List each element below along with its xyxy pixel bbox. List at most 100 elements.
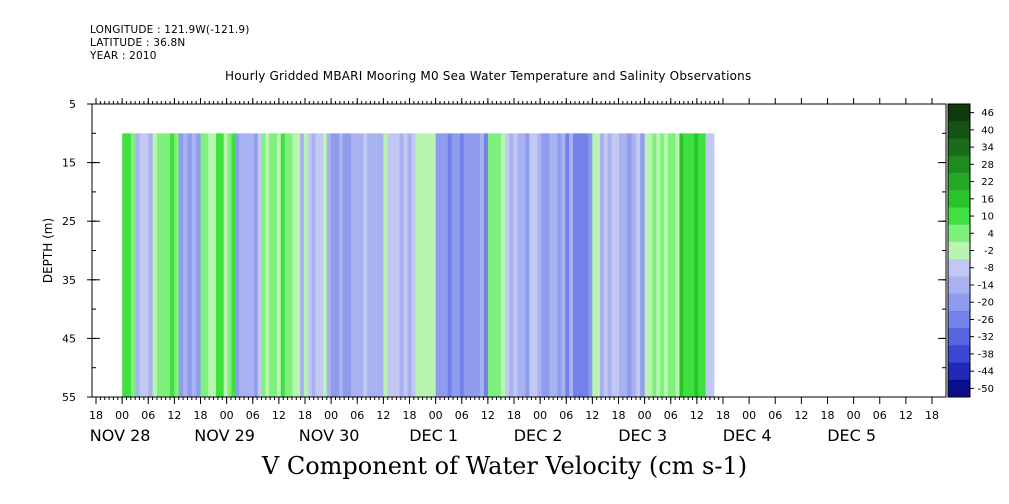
x-date-label: DEC 5 xyxy=(827,426,876,445)
colorbar-swatch xyxy=(948,121,970,139)
colorbar-swatch xyxy=(948,104,970,122)
x-tick-label: 12 xyxy=(690,409,704,422)
heatmap-cell xyxy=(161,133,167,398)
heatmap-cell xyxy=(479,133,485,398)
heatmap-cell xyxy=(371,133,377,398)
colorbar-label: 40 xyxy=(981,125,994,136)
heatmap-cell xyxy=(509,133,515,398)
heatmap-cell xyxy=(549,133,555,398)
heatmap-cell xyxy=(521,133,527,398)
x-tick-label: 06 xyxy=(455,409,469,422)
heatmap-cell xyxy=(375,133,381,398)
colorbar-swatch xyxy=(948,310,970,329)
colorbar-label: -32 xyxy=(978,332,994,343)
heatmap-cell xyxy=(701,133,707,398)
heatmap-cell xyxy=(315,133,321,398)
x-tick-label: 06 xyxy=(664,409,678,422)
heatmap-cell xyxy=(467,133,473,398)
colorbar-label: 10 xyxy=(981,212,994,223)
heatmap-cell xyxy=(334,133,340,398)
colorbar-label: -50 xyxy=(978,384,994,395)
heatmap-cell xyxy=(223,133,229,398)
heatmap-cell xyxy=(280,133,286,398)
colorbar-swatch xyxy=(948,224,970,243)
heatmap-cell xyxy=(178,133,185,398)
heatmap-cell xyxy=(276,133,282,398)
heatmap-cell xyxy=(284,133,290,398)
heatmap-cell xyxy=(273,133,278,398)
heatmap-cell xyxy=(443,133,449,398)
heatmap-cell xyxy=(330,133,336,398)
heatmap-cell xyxy=(407,133,413,398)
heatmap-cell xyxy=(588,133,594,398)
y-axis-label: DEPTH (m) xyxy=(41,218,55,283)
heatmap-cell xyxy=(611,133,617,398)
heatmap-cell xyxy=(596,133,601,398)
heatmap-cell xyxy=(619,133,624,398)
colorbar-label: 34 xyxy=(981,143,994,154)
heatmap-field xyxy=(122,133,715,398)
x-date-label: NOV 29 xyxy=(194,426,255,445)
heatmap-cell xyxy=(652,133,658,398)
colorbar-swatch xyxy=(948,155,970,174)
colorbar-swatch xyxy=(948,138,970,157)
heatmap-cell xyxy=(648,133,654,398)
heatmap-cell xyxy=(212,133,217,398)
heatmap-cell xyxy=(603,133,609,398)
heatmap-cell xyxy=(431,133,437,398)
colorbar-label: -2 xyxy=(984,246,994,257)
x-date-label: NOV 30 xyxy=(299,426,360,445)
y-tick-label: 45 xyxy=(62,332,76,345)
colorbar-swatch xyxy=(948,172,970,191)
x-date-label: NOV 28 xyxy=(90,426,151,445)
heatmap-cell xyxy=(698,133,703,398)
heatmap-cell xyxy=(561,133,567,398)
heatmap-cell xyxy=(239,133,244,398)
heatmap-cell xyxy=(705,133,711,398)
x-tick-label: 18 xyxy=(716,409,730,422)
colorbar-label: 46 xyxy=(981,108,994,119)
chart-title: Hourly Gridded MBARI Mooring M0 Sea Wate… xyxy=(225,69,752,83)
heatmap-cell xyxy=(415,133,421,398)
heatmap-cell xyxy=(399,133,405,398)
heatmap-cell xyxy=(250,133,255,398)
x-tick-label: 00 xyxy=(533,409,547,422)
heatmap-cell xyxy=(455,133,461,398)
x-tick-label: 12 xyxy=(167,409,181,422)
heatmap-cell xyxy=(435,133,441,398)
latitude-label: LATITUDE : 36.8N xyxy=(90,37,186,49)
heatmap-cell xyxy=(359,133,365,398)
heatmap-cell xyxy=(569,133,575,398)
heatmap-cell xyxy=(694,133,700,398)
x-tick-label: 12 xyxy=(376,409,390,422)
x-axis-label: V Component of Water Velocity (cm s-1) xyxy=(261,452,748,480)
x-tick-label: 18 xyxy=(89,409,103,422)
colorbar-label: 28 xyxy=(981,160,994,171)
colorbar-label: 22 xyxy=(981,177,994,188)
heatmap-cell xyxy=(671,133,677,398)
heatmap-cell xyxy=(492,133,498,398)
heatmap-cell xyxy=(686,133,692,398)
colorbar-label: -26 xyxy=(978,315,994,326)
heatmap-cell xyxy=(537,133,543,398)
heatmap-cell xyxy=(627,133,633,398)
heatmap-cell xyxy=(346,133,353,398)
heatmap-cell xyxy=(635,133,642,398)
heatmap-cell xyxy=(351,133,357,398)
heatmap-cell xyxy=(196,133,202,398)
x-date-label: DEC 4 xyxy=(723,426,772,445)
heatmap-cell xyxy=(525,133,531,398)
heatmap-cell xyxy=(288,133,294,398)
colorbar-label: 4 xyxy=(988,229,994,240)
heatmap-cell xyxy=(355,133,361,398)
heatmap-cell xyxy=(622,133,629,398)
heatmap-cell xyxy=(311,133,317,398)
heatmap-cell xyxy=(584,133,590,398)
heatmap-cell xyxy=(679,133,685,398)
heatmap-cell xyxy=(246,133,252,398)
heatmap-cell xyxy=(130,133,137,398)
heatmap-cell xyxy=(296,133,302,398)
heatmap-cell xyxy=(326,133,332,398)
x-tick-label: 12 xyxy=(481,409,495,422)
